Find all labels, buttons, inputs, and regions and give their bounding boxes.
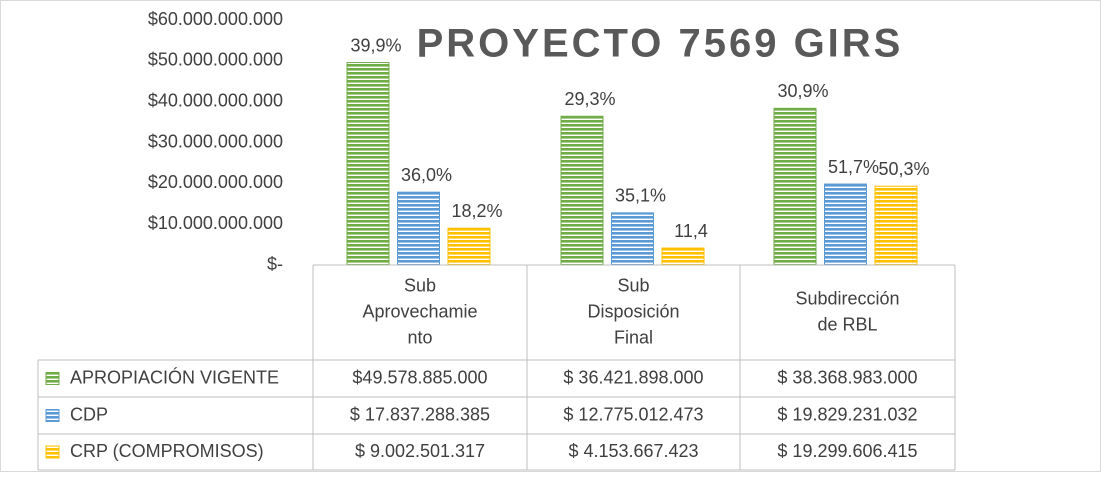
data-label: 39,9% <box>350 35 401 55</box>
data-label: 29,3% <box>564 89 615 109</box>
bar <box>447 227 491 266</box>
chart-title: PROYECTO 7569 GIRS <box>417 22 904 66</box>
table-value: $ 19.829.231.032 <box>777 404 917 424</box>
y-tick-label: $30.000.000.000 <box>148 131 283 151</box>
category-label: Disposición <box>587 301 679 321</box>
category-label: Subdirección <box>795 288 899 308</box>
data-label: 51,7% <box>828 157 879 177</box>
legend-swatch <box>45 445 60 459</box>
table-value: $49.578.885.000 <box>352 367 487 387</box>
legend-label: APROPIACIÓN VIGENTE <box>70 366 279 387</box>
legend-swatch <box>45 409 60 422</box>
bar <box>560 115 604 266</box>
legend-label: CRP (COMPROMISOS) <box>70 441 264 461</box>
category-label: Sub <box>404 275 436 295</box>
table-value: $ 4.153.667.423 <box>568 441 698 461</box>
category-label: Final <box>614 327 653 347</box>
data-label: 30,9% <box>777 81 828 101</box>
table-value: $ 38.368.983.000 <box>777 367 917 387</box>
data-label: 18,2% <box>451 201 502 221</box>
y-tick-label: $10.000.000.000 <box>148 213 283 233</box>
bar <box>661 247 705 266</box>
y-tick-label: $40.000.000.000 <box>148 90 283 110</box>
category-label: Sub <box>617 275 649 295</box>
category-label: Aprovechamie <box>362 301 477 321</box>
category-label: nto <box>407 327 432 347</box>
data-label: 11,4 <box>674 221 708 241</box>
table-value: $ 36.421.898.000 <box>563 367 703 387</box>
bar <box>346 62 390 266</box>
y-tick-label: $- <box>267 254 283 274</box>
bar <box>874 185 918 266</box>
bar <box>824 183 867 266</box>
data-label: 50,3% <box>878 159 929 179</box>
y-tick-label: $60.000.000.000 <box>148 9 283 29</box>
bar <box>611 212 654 266</box>
table-value: $ 9.002.501.317 <box>355 441 485 461</box>
table-value: $ 19.299.606.415 <box>777 441 917 461</box>
data-label: 36,0% <box>401 165 452 185</box>
legend-label: CDP <box>70 404 108 424</box>
legend-swatch <box>45 372 60 385</box>
table-value: $ 17.837.288.385 <box>350 404 490 424</box>
bar <box>773 107 817 266</box>
table-value: $ 12.775.012.473 <box>563 404 703 424</box>
data-label: 35,1% <box>615 186 666 206</box>
y-tick-label: $20.000.000.000 <box>148 172 283 192</box>
bar <box>397 191 440 266</box>
y-tick-label: $50.000.000.000 <box>148 50 283 70</box>
category-label: de RBL <box>817 314 877 334</box>
